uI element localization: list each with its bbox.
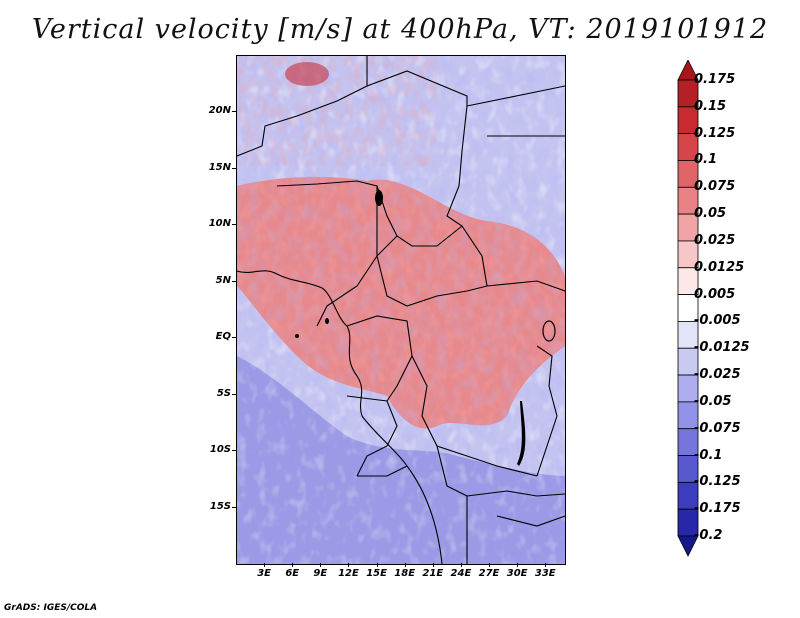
lat-tick [232,111,236,113]
lat-label-10n: 10N [208,218,231,230]
lat-label-20n: 20N [208,105,231,117]
lon-tick [432,563,434,567]
lat-tick [232,450,236,452]
lon-tick [404,563,406,567]
map-panel [236,55,566,565]
velocity-field-map [237,56,565,564]
colorbar-label: 0.05 [694,206,727,222]
lon-label-6e: 6E [285,568,300,579]
lon-label-30e: 30E [506,568,528,579]
red-streaks-north [237,56,437,166]
lat-tick [232,506,236,508]
lat-label-eq: EQ [215,331,231,343]
lon-tick [292,563,294,567]
colorbar-label: -0.05 [694,393,732,409]
lon-tick [460,563,462,567]
colorbar-label: 0.15 [694,98,727,114]
lat-label-5n: 5N [215,274,231,286]
colorbar-label: -0.1 [694,447,723,463]
colorbar-label: 0.075 [694,179,736,195]
lat-label-10s: 10S [209,444,231,456]
lon-label-3e: 3E [257,568,271,579]
lon-tick [376,563,378,567]
colorbar-label: -0.005 [694,313,741,329]
lat-label-15n: 15N [208,161,231,173]
colorbar-label: 0.1 [694,152,718,168]
colorbar-label: -0.175 [694,501,741,517]
colorbar-label: -0.025 [694,367,741,383]
lakes [295,190,556,466]
lat-tick [232,280,236,282]
lon-tick [348,563,350,567]
lon-tick [545,563,547,567]
colorbar-label: 0.175 [694,72,736,87]
colorbar-label: 0.005 [694,286,736,302]
lon-label-9e: 9E [313,568,328,579]
lat-label-5s: 5S [216,387,231,399]
lon-label-18e: 18E [394,568,416,579]
lon-tick [489,563,491,567]
lon-label-33e: 33E [534,568,556,579]
colorbar-label: 0.125 [694,125,736,141]
lon-label-21e: 21E [422,568,444,579]
lat-tick [232,393,236,395]
chart-title: Vertical velocity [m/s] at 400hPa, VT: 2… [31,14,769,45]
lat-tick [232,224,236,226]
lat-tick [232,337,236,339]
lon-tick [264,563,266,567]
lon-label-24e: 24E [450,568,472,579]
colorbar-label: 0.0125 [694,259,745,275]
colorbar-label: -0.075 [694,420,741,436]
grads-credit: GrADS: IGES/COLA [4,603,98,613]
colorbar-label: -0.0125 [694,340,750,356]
colorbar-label: -0.125 [694,474,741,490]
lat-label-15s: 15S [209,500,231,512]
lon-label-15e: 15E [366,568,387,579]
lon-label-27e: 27E [478,568,500,579]
lat-tick [232,167,236,169]
lon-label-12e: 12E [338,568,359,579]
colorbar [677,60,699,557]
country-borders [237,56,565,564]
lon-tick [320,563,322,567]
lon-tick [517,563,519,567]
colorbar-label: -0.2 [694,528,723,543]
colorbar-bottom-arrow [677,535,699,557]
colorbar-label: 0.025 [694,232,736,248]
